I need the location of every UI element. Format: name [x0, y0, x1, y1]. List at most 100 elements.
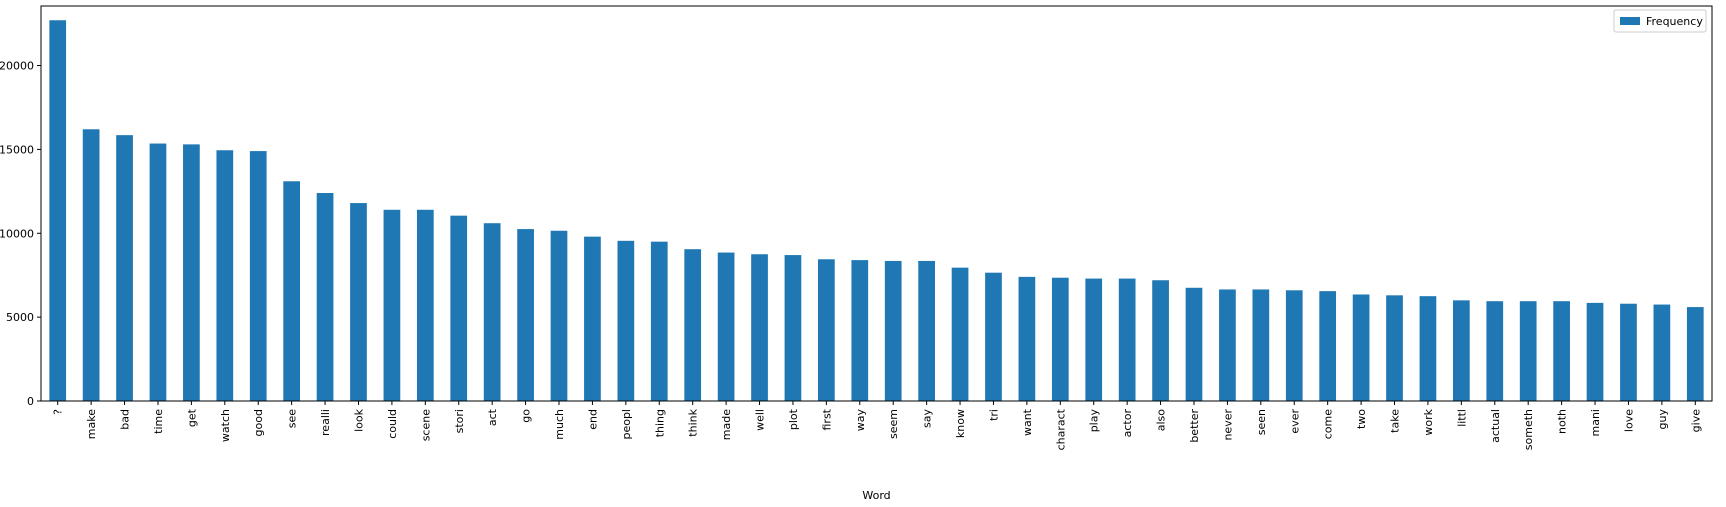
bar	[851, 260, 869, 401]
x-tick-label: noth	[1556, 409, 1569, 434]
bar	[818, 259, 835, 401]
x-tick-label: love	[1622, 409, 1635, 432]
x-tick-label: mani	[1589, 409, 1602, 436]
x-tick-label: charact	[1054, 408, 1067, 450]
bar	[1653, 304, 1671, 401]
x-tick-label: good	[252, 409, 265, 436]
x-tick-label: better	[1188, 409, 1201, 443]
bar	[1352, 294, 1370, 401]
y-tick-label: 15000	[0, 143, 34, 156]
x-tick-label: guy	[1656, 409, 1669, 430]
x-tick-label: first	[820, 408, 833, 430]
y-tick-label: 10000	[0, 227, 34, 240]
x-tick-label: littl	[1455, 409, 1468, 427]
bar	[350, 203, 367, 401]
x-tick-label: much	[553, 409, 566, 440]
legend-swatch	[1620, 17, 1640, 25]
x-tick-label: made	[720, 409, 733, 440]
bar	[985, 272, 1002, 401]
y-tick-label: 0	[27, 395, 34, 408]
bar	[617, 240, 635, 401]
legend-box	[1613, 9, 1707, 33]
x-tick-label: time	[152, 409, 165, 434]
bar	[584, 236, 601, 401]
bar	[717, 252, 735, 401]
x-tick-label: go	[520, 409, 533, 423]
bar	[1319, 291, 1337, 401]
bar	[784, 255, 802, 401]
x-tick-label: actor	[1121, 409, 1134, 438]
x-tick-label: see	[286, 409, 299, 428]
x-tick-label: bad	[119, 409, 132, 430]
x-tick-label: peopl	[620, 409, 633, 440]
x-tick-label: know	[954, 409, 967, 438]
bar	[918, 260, 935, 401]
bar	[1252, 289, 1270, 401]
bar	[1386, 295, 1403, 401]
bar	[82, 129, 100, 401]
x-tick-label: work	[1422, 408, 1435, 435]
bar	[884, 260, 902, 401]
bar	[1686, 307, 1704, 401]
bar	[1018, 276, 1036, 401]
bar	[283, 181, 300, 401]
y-tick-label: 20000	[0, 60, 34, 73]
x-tick-label: look	[352, 408, 365, 432]
bar	[1486, 301, 1504, 401]
x-tick-label: realli	[319, 409, 332, 436]
bar	[416, 209, 434, 401]
x-tick-label: also	[1155, 409, 1168, 432]
x-tick-label: never	[1221, 409, 1234, 441]
bar	[216, 150, 234, 401]
x-tick-label: seen	[1255, 409, 1268, 435]
x-tick-label: could	[386, 409, 399, 439]
bar	[149, 143, 167, 402]
y-tick-label: 5000	[6, 311, 34, 324]
x-tick-label: make	[85, 409, 98, 439]
x-tick-label: two	[1355, 409, 1368, 429]
x-tick-label: act	[486, 408, 499, 426]
x-axis: ? make bad time get watch good see realli look cou…	[52, 401, 1702, 450]
bar	[650, 241, 668, 401]
x-tick-label: think	[687, 408, 700, 436]
x-tick-label: ?	[52, 409, 65, 415]
x-tick-label: way	[854, 409, 867, 432]
bar	[751, 254, 768, 401]
bar	[116, 135, 133, 401]
y-axis: 0 5000 10000 15000 20000	[0, 60, 41, 408]
x-tick-label: seem	[887, 409, 900, 439]
bar	[183, 144, 200, 401]
legend-label: Frequency	[1646, 15, 1703, 28]
bars-group	[49, 20, 1704, 402]
bar	[1152, 280, 1169, 401]
x-tick-label: actual	[1489, 409, 1502, 443]
x-tick-label: well	[754, 409, 767, 431]
bar	[1118, 278, 1136, 401]
x-tick-label: give	[1689, 409, 1702, 433]
bar	[1051, 277, 1069, 401]
x-tick-label: thing	[653, 409, 666, 437]
x-tick-label: someth	[1522, 409, 1535, 450]
bar	[951, 267, 969, 401]
bar	[1620, 303, 1637, 401]
x-tick-label: say	[921, 409, 934, 428]
bar	[49, 20, 67, 401]
bar	[1453, 300, 1470, 401]
bar	[517, 229, 534, 401]
bar	[1285, 290, 1303, 401]
bar	[1185, 287, 1203, 401]
bar	[1519, 301, 1537, 401]
bar	[684, 249, 702, 401]
x-tick-label: scene	[419, 409, 432, 442]
x-axis-label: Word	[862, 489, 890, 502]
bar	[1586, 302, 1604, 401]
bar	[1419, 296, 1437, 401]
x-tick-label: take	[1389, 409, 1402, 433]
x-tick-label: tri	[987, 409, 1000, 421]
legend: Frequency	[1613, 9, 1707, 33]
bar	[483, 223, 501, 401]
x-tick-label: end	[586, 409, 599, 430]
x-tick-label: play	[1088, 409, 1101, 433]
bar	[316, 193, 334, 401]
